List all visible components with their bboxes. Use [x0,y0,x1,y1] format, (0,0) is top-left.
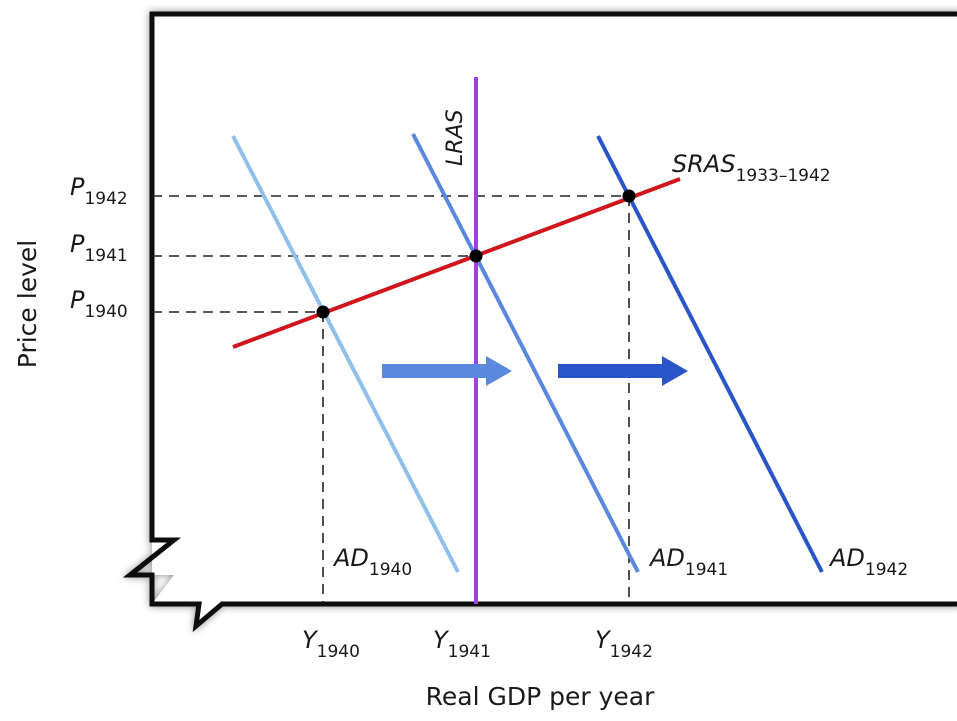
y1942-label: Y1942 [595,626,653,662]
equilibrium-1941 [469,249,483,263]
ad1940-curve [231,135,460,573]
ad1941-label: AD1941 [648,544,728,580]
shift-arrow-2 [558,356,688,386]
shift-arrow-1 [382,356,512,386]
equilibrium-1940 [316,305,330,319]
sras-label: SRAS1933–1942 [672,150,831,186]
equilibrium-1942 [622,189,636,203]
p1940-label: P1940 [70,286,128,322]
dashed-guides [152,195,630,602]
y-axis-title: Price level [13,240,42,368]
y1941-label: Y1941 [433,626,491,662]
ad1942-label: AD1942 [828,544,908,580]
plot-frame [122,11,957,633]
x-axis-title: Real GDP per year [426,682,655,711]
p1941-label: P1941 [70,230,128,266]
ad1940-label: AD1940 [332,544,412,580]
sras-curve [232,177,681,349]
axis-lines [122,11,957,633]
lras-label: LRAS [443,109,468,166]
p1942-label: P1942 [70,173,128,209]
plot-area [152,14,957,626]
ad1941-curve [411,133,640,573]
y1940-label: Y1940 [302,626,360,662]
ad1942-curve [596,135,824,573]
